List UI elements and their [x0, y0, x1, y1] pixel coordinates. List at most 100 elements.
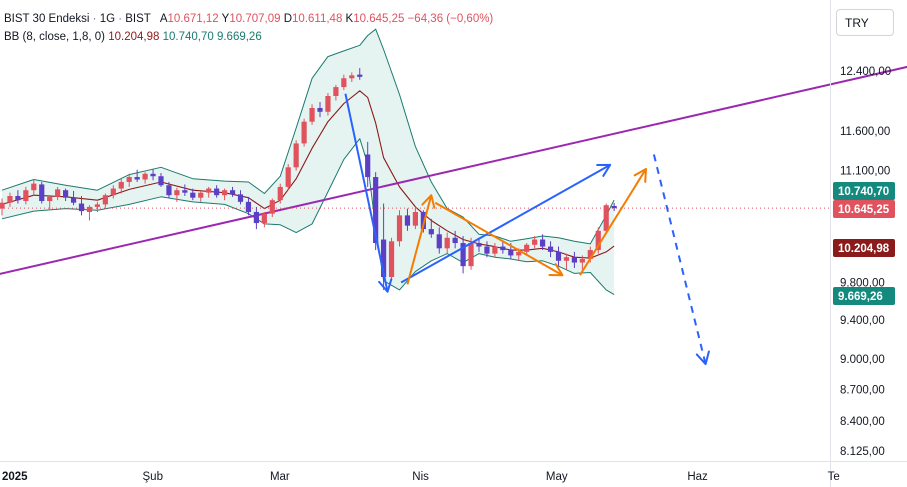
candle[interactable] — [94, 201, 100, 212]
candle[interactable] — [547, 241, 554, 258]
candle-body — [532, 239, 538, 245]
candle[interactable] — [579, 255, 585, 270]
candle[interactable] — [277, 183, 283, 204]
candle[interactable] — [15, 190, 21, 204]
candle[interactable] — [484, 241, 490, 258]
orange-arrow[interactable] — [579, 167, 647, 276]
candle-body — [460, 243, 466, 267]
candle[interactable] — [404, 208, 411, 231]
candle[interactable] — [253, 206, 259, 230]
candle[interactable] — [110, 185, 116, 199]
time-axis[interactable]: 2025 Şub Mar Nis May Haz Te — [2, 471, 840, 483]
candle[interactable] — [341, 74, 347, 91]
candle[interactable] — [428, 218, 434, 238]
candle[interactable] — [78, 196, 85, 216]
currency-button[interactable]: TRY — [836, 9, 894, 36]
candle[interactable] — [460, 236, 466, 274]
candle[interactable] — [532, 236, 538, 249]
candle[interactable] — [603, 203, 609, 235]
bb-basis-line[interactable] — [1, 90, 615, 259]
candle[interactable] — [0, 198, 5, 216]
candle[interactable] — [563, 253, 570, 270]
candle[interactable] — [412, 206, 418, 230]
candle-body — [420, 211, 426, 230]
candle[interactable] — [452, 230, 458, 249]
candle[interactable] — [492, 243, 498, 258]
candle[interactable] — [182, 184, 188, 197]
candle[interactable] — [158, 172, 164, 187]
pill-label: 10.204,98 — [838, 243, 890, 255]
candle[interactable] — [174, 187, 180, 202]
candle-body — [237, 194, 244, 202]
candle[interactable] — [126, 173, 132, 187]
candle[interactable] — [365, 141, 371, 187]
candle[interactable] — [245, 196, 252, 216]
candle[interactable] — [7, 192, 13, 207]
pill-label: 9.669,26 — [838, 291, 883, 303]
candle[interactable] — [540, 234, 546, 251]
candle[interactable] — [47, 195, 53, 211]
candle-body — [555, 251, 562, 261]
candle[interactable] — [285, 164, 291, 191]
candle[interactable] — [309, 104, 315, 125]
candle[interactable] — [102, 193, 108, 208]
indicator-name[interactable]: BB (8, close, 1,8, 0) — [4, 31, 105, 43]
candle[interactable] — [333, 84, 339, 101]
candle[interactable] — [63, 188, 69, 202]
candle[interactable] — [23, 186, 29, 205]
candle[interactable] — [444, 232, 450, 254]
candle[interactable] — [229, 186, 236, 197]
candle[interactable] — [396, 210, 403, 247]
candle[interactable] — [237, 190, 244, 205]
candle[interactable] — [39, 181, 45, 204]
candle[interactable] — [86, 205, 93, 221]
symbol-name[interactable]: BIST 30 Endeksi — [4, 13, 90, 25]
blue-arrow[interactable] — [344, 93, 393, 293]
trendline[interactable] — [0, 65, 907, 277]
candle[interactable] — [269, 198, 275, 218]
candle[interactable] — [198, 191, 204, 202]
interval[interactable]: 1G — [99, 13, 116, 25]
candle[interactable] — [166, 181, 172, 199]
pill-bg — [833, 287, 895, 305]
candle[interactable] — [70, 191, 77, 206]
price-axis[interactable]: 12.400,00 11.600,00 11.100,00 9.800,00 9.400… — [840, 66, 891, 458]
candle[interactable] — [357, 68, 363, 80]
candle[interactable] — [206, 186, 212, 198]
candle[interactable] — [555, 246, 562, 267]
candle[interactable] — [476, 237, 482, 252]
candle[interactable] — [142, 172, 148, 184]
indicator-legend[interactable]: BB (8, close, 1,8, 0) 10.204,98 10.740,7… — [4, 31, 262, 43]
candle[interactable] — [150, 168, 156, 181]
candle[interactable] — [293, 140, 299, 171]
candle[interactable] — [571, 251, 577, 268]
candle[interactable] — [31, 179, 37, 197]
price-tick-label: 11.600,00 — [840, 126, 890, 138]
candle[interactable] — [261, 211, 267, 228]
candle[interactable] — [524, 243, 530, 256]
orange-arrow[interactable] — [406, 194, 436, 285]
candle[interactable] — [190, 188, 196, 201]
candle[interactable] — [325, 93, 331, 116]
candle[interactable] — [500, 241, 506, 254]
candle[interactable] — [214, 185, 220, 198]
candle[interactable] — [317, 101, 323, 118]
pill-label: 10.740,70 — [838, 186, 889, 198]
orange-arrow[interactable] — [434, 201, 564, 277]
candle[interactable] — [349, 72, 355, 82]
candle[interactable] — [118, 178, 124, 194]
candle[interactable] — [301, 118, 307, 147]
candle[interactable] — [55, 186, 61, 201]
dashed-blue-arrow[interactable] — [652, 154, 710, 366]
candle[interactable] — [436, 227, 442, 254]
candle[interactable] — [611, 202, 617, 212]
candle[interactable] — [222, 188, 228, 201]
blue-arrow[interactable] — [400, 163, 612, 284]
candle-body — [245, 201, 252, 212]
candle-body — [222, 190, 228, 196]
price-tick-label: 9.800,00 — [840, 278, 885, 290]
candle[interactable] — [134, 169, 140, 182]
candle[interactable] — [595, 227, 601, 254]
candle[interactable] — [388, 237, 395, 281]
